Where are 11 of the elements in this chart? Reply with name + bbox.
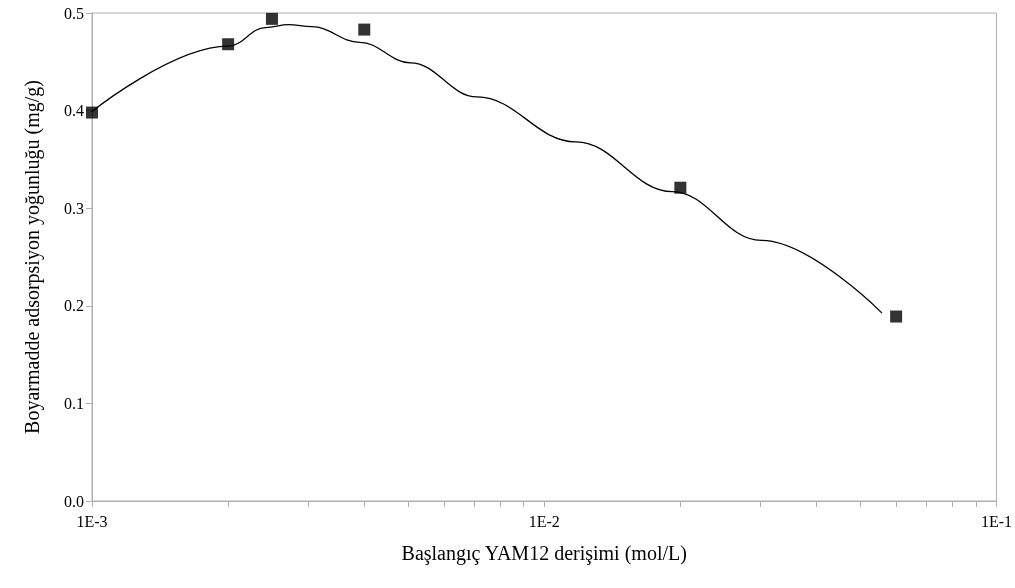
- x-tick-label: 1E-1: [980, 512, 1012, 530]
- y-axis-title: Boyarmadde adsorpsiyon yoğunluğu (mg/g): [21, 80, 44, 434]
- y-tick-label: 0.1: [64, 394, 84, 412]
- x-tick-label: 1E-2: [528, 512, 560, 530]
- x-tick-label: 1E-3: [76, 512, 108, 530]
- y-tick-label: 0.3: [64, 199, 84, 217]
- y-tick-label: 0.0: [64, 492, 84, 510]
- x-axis-title: Başlangıç YAM12 derişimi (mol/L): [401, 542, 687, 565]
- y-tick-label: 0.4: [64, 102, 84, 120]
- y-tick-label: 0.5: [64, 4, 84, 22]
- y-tick-label: 0.2: [64, 297, 84, 315]
